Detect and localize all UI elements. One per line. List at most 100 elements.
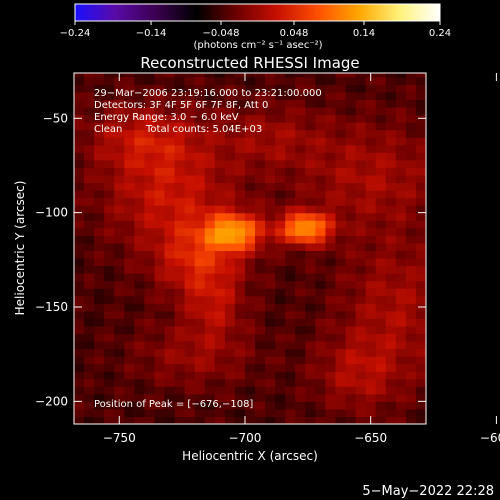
heatmap-cell (214, 386, 226, 395)
heatmap-cell (415, 265, 426, 274)
heatmap-cell (395, 197, 407, 206)
heatmap-cell (234, 393, 246, 402)
heatmap-cell (415, 416, 426, 424)
heatmap-cell (275, 280, 286, 289)
heatmap-cell (94, 408, 105, 418)
heatmap-cell (295, 159, 306, 168)
heatmap-cell (224, 84, 236, 93)
heatmap-cell (325, 122, 337, 131)
heatmap-cell (184, 152, 196, 161)
heatmap-cell (265, 129, 276, 138)
heatmap-cell (345, 91, 357, 101)
heatmap-cell (244, 205, 256, 214)
heatmap-cell (365, 257, 377, 267)
heatmap-cell (104, 325, 115, 335)
heatmap-cell (234, 227, 246, 236)
heatmap-cell (335, 310, 347, 319)
heatmap-cell (365, 106, 377, 116)
heatmap-cell (355, 295, 367, 304)
heatmap-cell (355, 76, 367, 85)
heatmap-cell (174, 190, 186, 199)
heatmap-cell (174, 378, 186, 387)
heatmap-cell (405, 73, 417, 78)
heatmap-cell (335, 242, 347, 251)
heatmap-cell (265, 76, 276, 85)
heatmap-cell (365, 273, 377, 282)
heatmap-cell (325, 84, 337, 93)
heatmap-cell (405, 333, 417, 342)
heatmap-cell (234, 303, 246, 312)
heatmap-cell (84, 129, 95, 138)
heatmap-cell (315, 371, 327, 380)
heatmap-cell (345, 303, 357, 312)
heatmap-cell (214, 273, 226, 282)
heatmap-cell (415, 190, 426, 199)
heatmap-cell (204, 227, 216, 236)
heatmap-cell (114, 152, 125, 161)
heatmap-cell (84, 76, 95, 85)
heatmap-cell (415, 273, 426, 282)
heatmap-cell (244, 318, 256, 327)
heatmap-cell (365, 235, 377, 244)
heatmap-cell (84, 378, 95, 387)
heatmap-cell (224, 129, 236, 138)
heatmap-cell (305, 106, 316, 116)
heatmap-cell (325, 137, 337, 146)
heatmap-cell (214, 220, 226, 229)
heatmap-cell (335, 386, 347, 395)
heatmap-cell (315, 333, 327, 342)
heatmap-cell (234, 84, 246, 93)
heatmap-cell (365, 122, 377, 131)
heatmap-cell (134, 356, 146, 365)
heatmap-cell (134, 295, 146, 304)
heatmap-cell (174, 363, 186, 372)
heatmap-cell (94, 122, 105, 131)
heatmap-cell (415, 340, 426, 350)
heatmap-cell (174, 84, 186, 93)
heatmap-cell (184, 159, 196, 168)
heatmap-cell (104, 257, 115, 267)
heatmap-cell (365, 348, 377, 357)
heatmap-cell (385, 250, 397, 259)
heatmap-cell (194, 318, 206, 327)
heatmap-cell (184, 280, 196, 289)
heatmap-cell (405, 265, 417, 274)
heatmap-cell (415, 205, 426, 214)
heatmap-cell (174, 197, 186, 206)
heatmap-cell (305, 182, 316, 191)
heatmap-cell (355, 205, 367, 214)
heatmap-cell (385, 99, 397, 108)
heatmap-cell (184, 190, 196, 199)
heatmap-cell (184, 91, 196, 101)
heatmap-cell (345, 197, 357, 206)
heatmap-cell (395, 99, 407, 108)
heatmap-cell (114, 174, 125, 184)
heatmap-cell (395, 174, 407, 184)
heatmap-cell (395, 257, 407, 267)
heatmap-cell (154, 182, 166, 191)
heatmap-cell (114, 288, 125, 297)
heatmap-cell (214, 144, 226, 153)
heatmap-cell (84, 393, 95, 402)
heatmap-cell (375, 250, 387, 259)
heatmap-cell (174, 76, 186, 85)
heatmap-cell (204, 386, 216, 395)
heatmap-cell (395, 212, 407, 221)
heatmap-cell (255, 122, 266, 131)
heatmap-cell (275, 212, 286, 221)
heatmap-cell (134, 401, 146, 410)
heatmap-cell (335, 303, 347, 312)
heatmap-cell (295, 348, 306, 357)
heatmap-cell (265, 205, 276, 214)
heatmap-cell (94, 295, 105, 304)
heatmap-cell (154, 348, 166, 357)
heatmap-cell (285, 106, 296, 116)
heatmap-cell (244, 144, 256, 153)
heatmap-cell (224, 99, 236, 108)
heatmap-cell (315, 106, 327, 116)
heatmap-cell (214, 348, 226, 357)
heatmap-cell (285, 129, 296, 138)
heatmap-cell (104, 363, 115, 372)
heatmap-cell (74, 167, 85, 176)
heatmap-cell (224, 273, 236, 282)
